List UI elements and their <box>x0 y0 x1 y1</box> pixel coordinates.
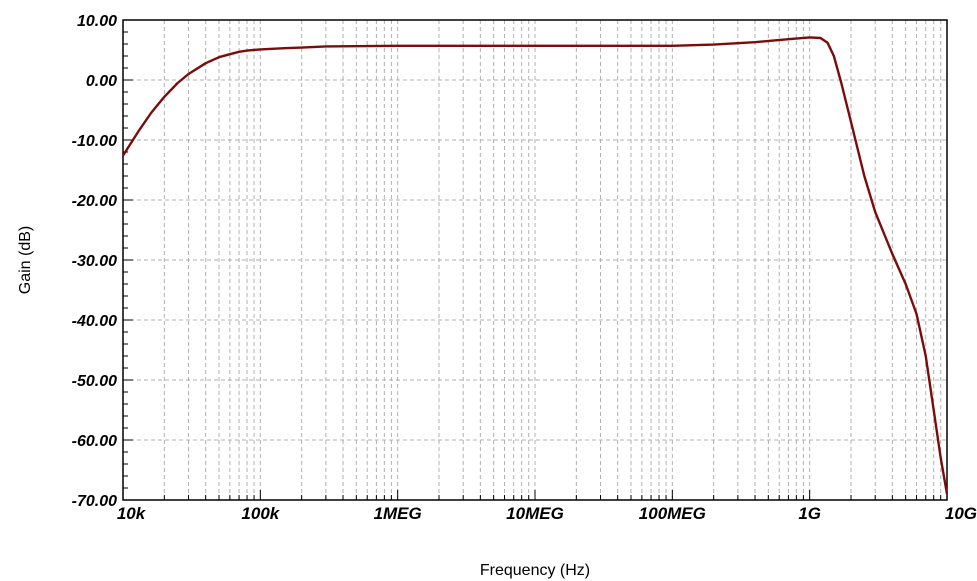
x-tick-label: 100k <box>241 504 280 523</box>
y-tick-label: -20.00 <box>72 193 117 210</box>
y-tick-label: -50.00 <box>72 373 117 390</box>
x-tick-label: 1MEG <box>374 504 422 523</box>
y-tick-label: -40.00 <box>72 313 117 330</box>
x-tick-labels: 10k 100k 1MEG 10MEG 100MEG 1G 10G <box>117 504 977 523</box>
x-tick-label: 10k <box>117 504 147 523</box>
y-axis-label: Gain (dB) <box>17 226 34 294</box>
y-tick-labels: 10.00 0.00 -10.00 -20.00 -30.00 -40.00 -50.00 -… <box>72 13 117 510</box>
plot-frame <box>122 19 948 501</box>
x-tick-label: 1G <box>798 504 821 523</box>
y-tick-label: -70.00 <box>72 493 117 510</box>
y-tick-label: -30.00 <box>72 253 117 270</box>
gain-curve <box>121 36 949 495</box>
minor-ticks <box>122 19 942 501</box>
y-tick-label: 10.00 <box>77 13 117 30</box>
x-tick-label: 100MEG <box>639 504 706 523</box>
y-tick-label: 0.00 <box>86 73 117 90</box>
x-tick-label: 10MEG <box>506 504 564 523</box>
grid <box>122 19 948 501</box>
y-tick-label: -10.00 <box>72 133 117 150</box>
y-tick-label: -60.00 <box>72 433 117 450</box>
x-axis-label: Frequency (Hz) <box>480 562 590 579</box>
x-tick-label: 10G <box>945 504 977 523</box>
series-layer <box>121 36 949 495</box>
